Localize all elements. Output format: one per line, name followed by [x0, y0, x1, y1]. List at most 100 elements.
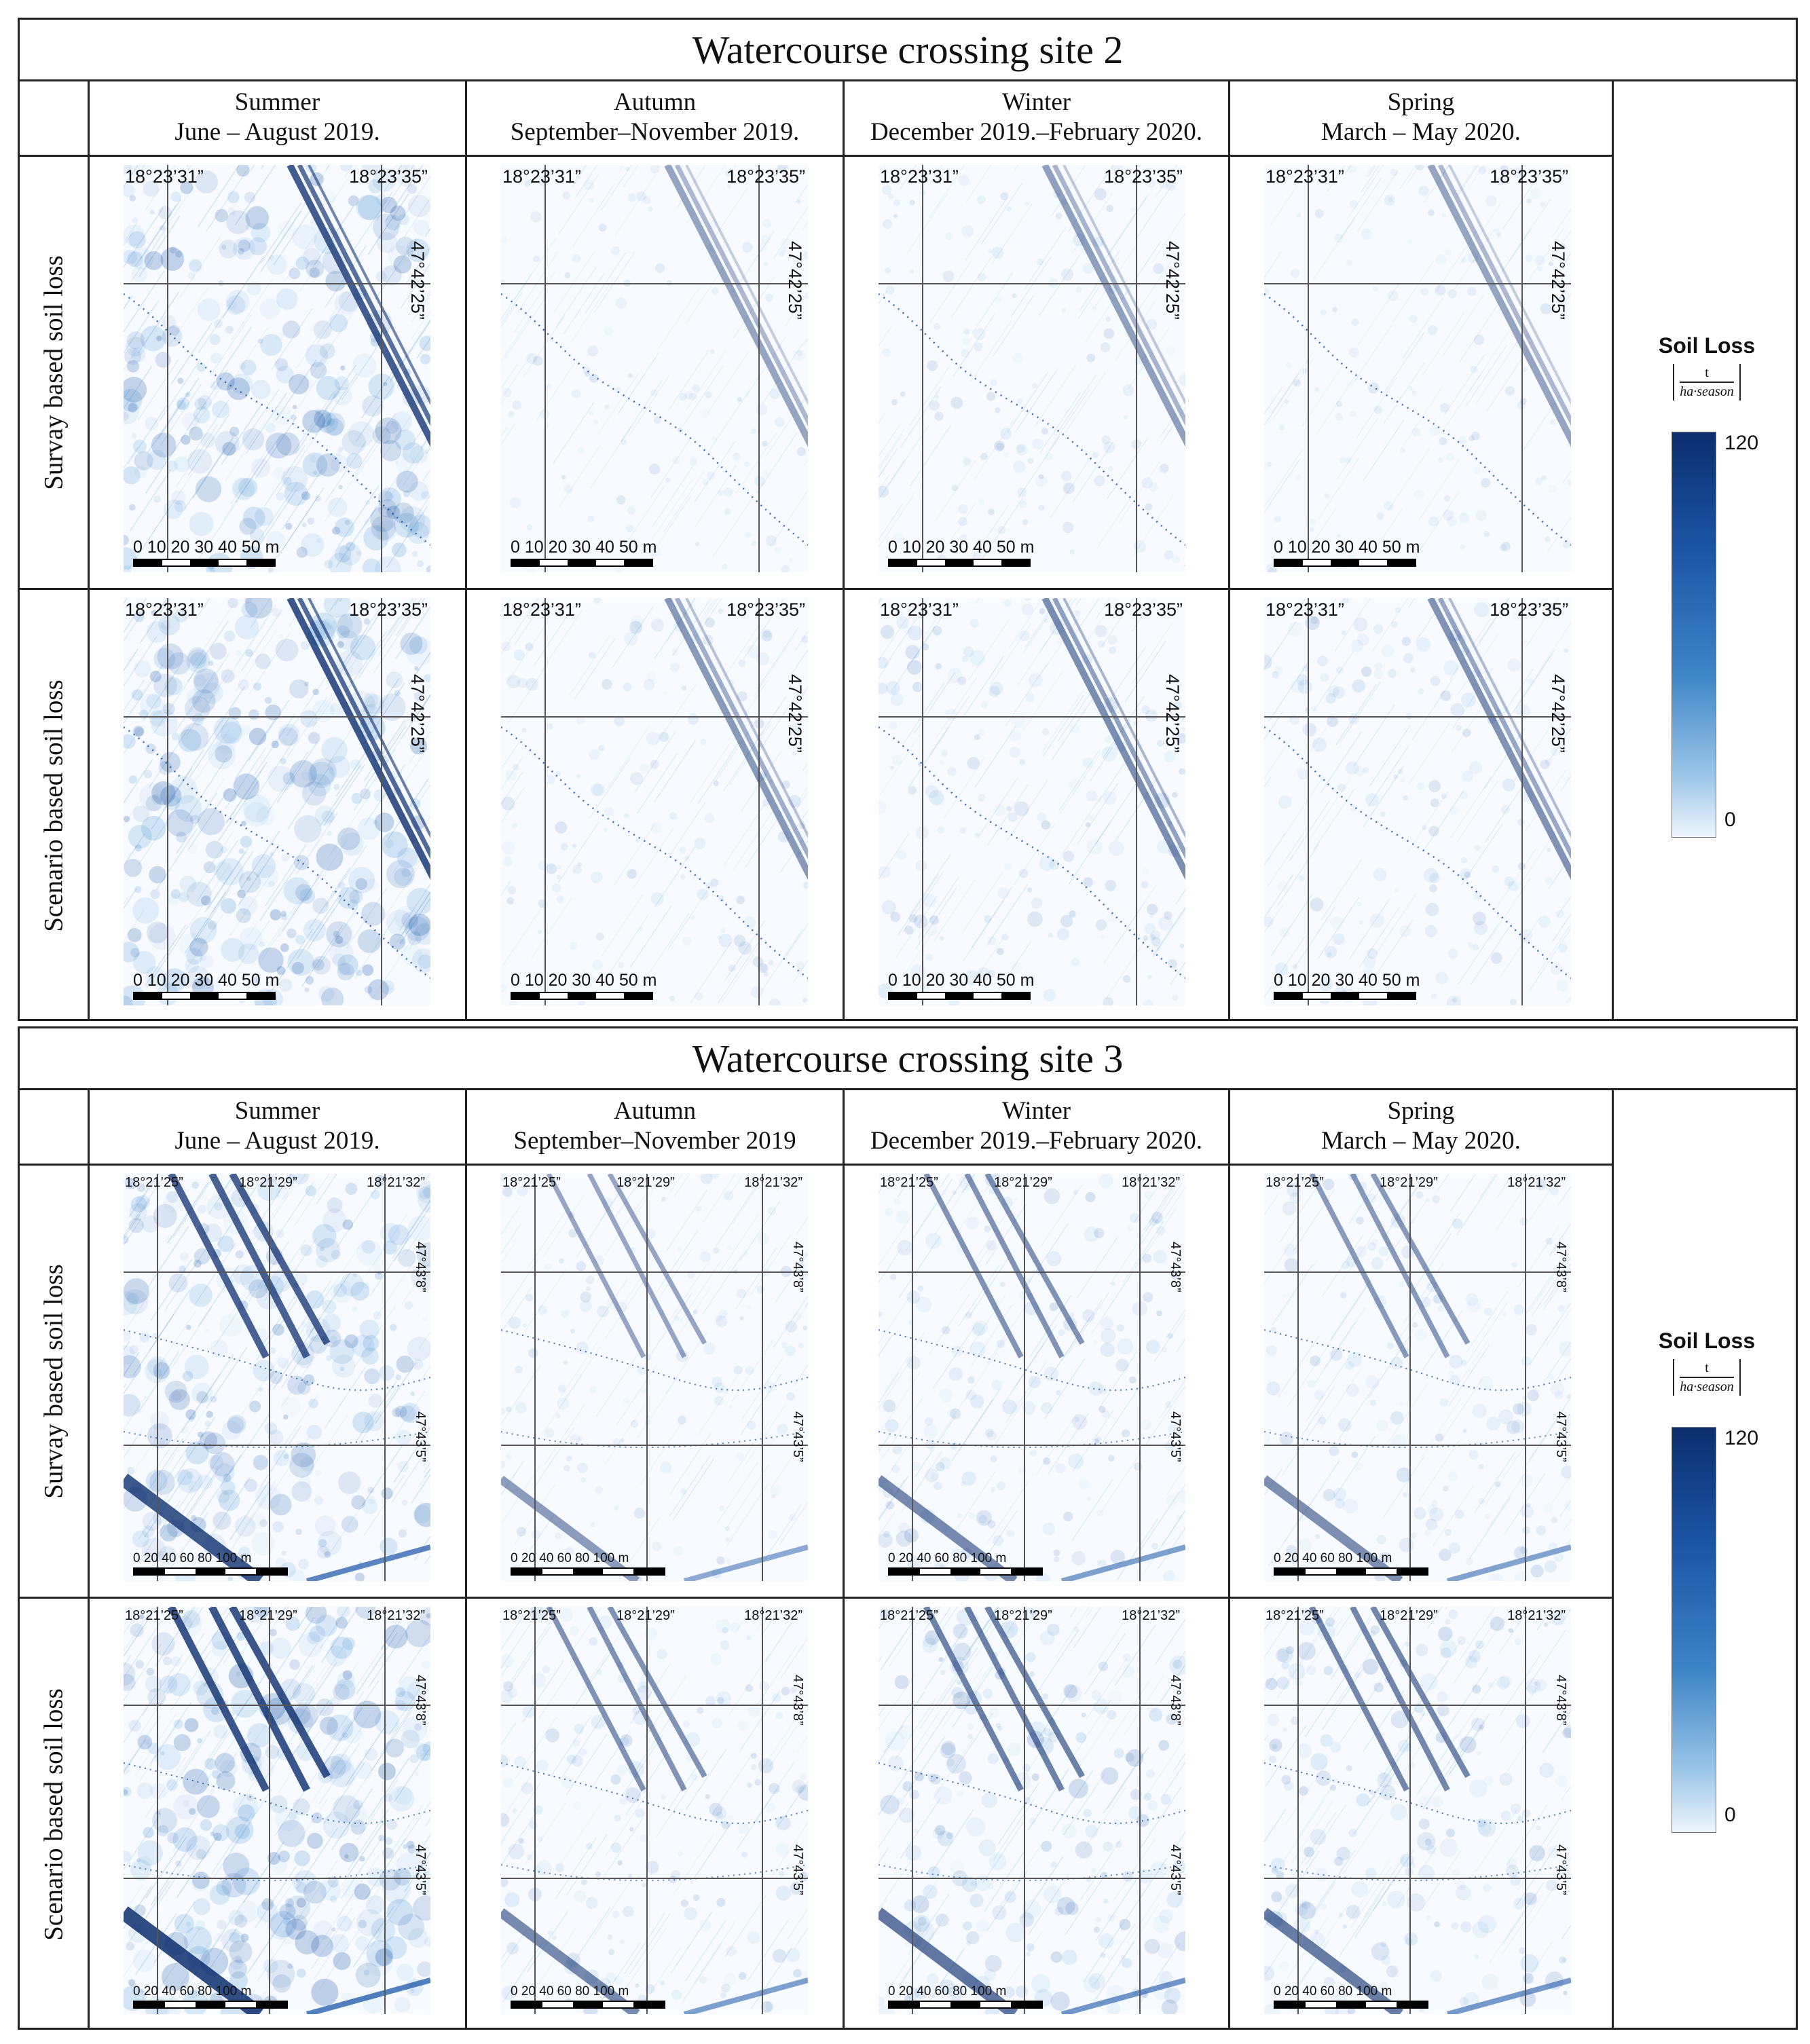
soil-loss-patch [329, 1339, 354, 1364]
scale-bar: 0 20 40 60 80 100 m [133, 1551, 288, 1576]
flow-streak [308, 165, 331, 198]
flow-streak [785, 291, 808, 327]
flow-streak [124, 207, 164, 268]
flow-streak [1336, 598, 1345, 610]
soil-loss-patch [618, 962, 624, 969]
soil-loss-patch [1426, 1197, 1430, 1203]
soil-loss-patch [341, 1732, 348, 1739]
flow-streak [501, 1618, 523, 1650]
soil-loss-patch [276, 492, 284, 501]
soil-loss-patch [1004, 1891, 1016, 1903]
soil-loss-patch [648, 206, 653, 212]
soil-loss-patch [911, 1461, 921, 1471]
flow-streak [400, 263, 430, 309]
erosion-channel [1309, 1174, 1409, 1358]
soil-loss-patch [361, 165, 383, 176]
soil-loss-patch [610, 1774, 621, 1785]
scale-bar-graphic [888, 559, 1031, 567]
scale-bar-graphic [1274, 992, 1416, 1000]
soil-loss-patch [572, 864, 582, 874]
soil-loss-patch [1050, 1861, 1057, 1868]
soil-loss-patch [690, 1773, 698, 1781]
soil-loss-patch [508, 1843, 525, 1860]
soil-loss-patch [1093, 1926, 1101, 1933]
flow-streak [170, 1307, 213, 1369]
soil-loss-patch [1096, 1559, 1102, 1564]
soil-loss-patch [1094, 475, 1105, 487]
map-cell-survey-summer: 18°21’25” 18°21’29” 18°21’32” 47°43’8” 47°43… [88, 1166, 465, 1599]
soil-loss-patch [259, 941, 265, 948]
soil-loss-patch [1163, 1569, 1176, 1581]
longitude-label: 18°21’32” [1507, 1175, 1566, 1190]
flow-streak [260, 1699, 302, 1762]
flow-streak [1092, 1941, 1134, 2003]
flow-streak [944, 756, 986, 819]
soil-loss-patch [580, 1477, 587, 1483]
flow-streak [124, 1396, 147, 1430]
soil-loss-patch [1091, 1868, 1096, 1873]
soil-loss-patch [210, 1396, 217, 1403]
flow-streak [260, 1425, 302, 1487]
soil-loss-patch [169, 776, 198, 804]
soil-loss-patch [597, 1305, 609, 1318]
soil-loss-patch [385, 1739, 404, 1758]
flow-streak [929, 165, 965, 219]
soil-loss-patch [216, 1771, 236, 1791]
flow-streak [893, 930, 935, 992]
soil-loss-map: 18°23’31” 18°23’35” 47°42’25” 0 10 20 30 40… [879, 598, 1185, 1005]
scale-bar-graphic [888, 1567, 1043, 1576]
soil-loss-patch [1517, 1401, 1532, 1417]
flow-streak [664, 802, 706, 863]
soil-loss-patch [934, 1481, 942, 1491]
soil-loss-patch [1461, 257, 1467, 263]
soil-loss-patch [1469, 435, 1475, 442]
soil-loss-patch [248, 1279, 268, 1299]
soil-loss-patch [127, 251, 143, 267]
soil-loss-patch [1425, 902, 1439, 916]
flow-streak [879, 1297, 910, 1344]
soil-loss-patch [1041, 428, 1048, 435]
flow-streak [883, 1691, 925, 1753]
flow-streak [1441, 1379, 1483, 1441]
column-header-winter: Winter December 2019.–February 2020. [843, 1088, 1228, 1166]
soil-loss-patch [380, 980, 395, 995]
soil-loss-patch [1428, 825, 1439, 837]
soil-loss-patch [1075, 1841, 1092, 1859]
soil-loss-patch [1393, 774, 1399, 779]
soil-loss-patch [1446, 995, 1462, 1005]
soil-loss-patch [690, 915, 695, 920]
flow-streak [726, 1174, 745, 1199]
flow-streak [318, 1929, 360, 1991]
soil-loss-patch [149, 710, 166, 727]
flow-streak [1543, 1267, 1571, 1310]
soil-loss-patch [1296, 674, 1308, 686]
soil-loss-patch [401, 1730, 420, 1749]
soil-loss-patch [227, 598, 238, 608]
flow-streak [879, 1511, 896, 1538]
soil-loss-patch [678, 1415, 686, 1425]
soil-loss-patch [413, 691, 424, 701]
soil-loss-patch [354, 1761, 373, 1780]
soil-loss-patch [781, 1686, 790, 1696]
flow-streak [204, 851, 246, 913]
soil-loss-patch [1390, 1411, 1404, 1425]
soil-loss-patch [592, 783, 606, 797]
flow-streak [879, 1899, 887, 1913]
soil-loss-patch [1447, 948, 1458, 959]
soil-loss-patch [232, 237, 256, 260]
soil-loss-patch [1530, 188, 1541, 200]
soil-loss-patch [615, 297, 627, 309]
soil-loss-patch [989, 1707, 999, 1717]
soil-loss-patch [506, 1453, 512, 1460]
soil-loss-patch [506, 1942, 519, 1955]
soil-loss-patch [387, 244, 409, 267]
soil-loss-patch [587, 975, 596, 984]
flow-streak [139, 598, 171, 644]
soil-loss-patch [1467, 942, 1473, 948]
flow-streak [272, 928, 314, 990]
soil-loss-patch [711, 287, 719, 295]
soil-loss-patch [756, 652, 770, 666]
soil-loss-patch [531, 603, 537, 609]
soil-loss-patch [301, 1322, 307, 1327]
soil-loss-patch [536, 1860, 552, 1876]
